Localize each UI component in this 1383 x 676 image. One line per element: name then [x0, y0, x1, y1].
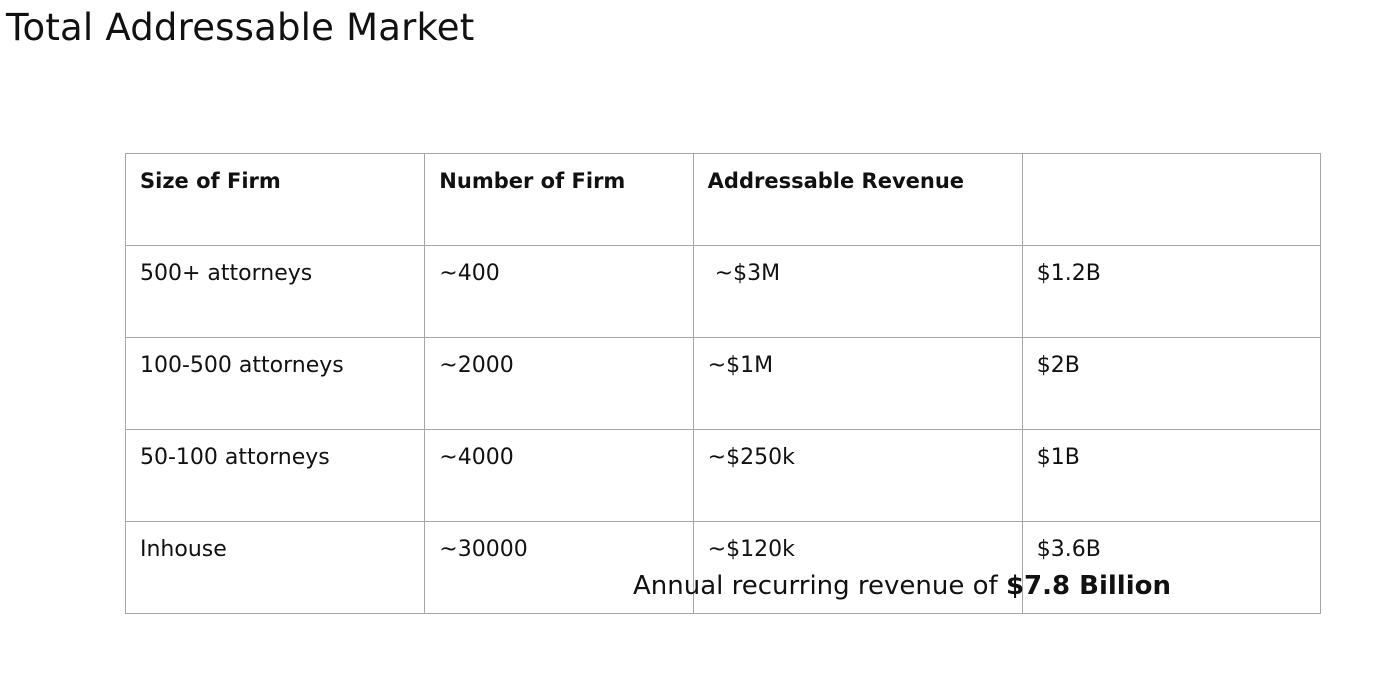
market-size-table: Size of Firm Number of Firm Addressable …	[124, 153, 1322, 614]
header-size-of-firm: Size of Firm	[124, 153, 426, 246]
cell-size-of-firm: Inhouse	[124, 521, 426, 614]
cell-addressable-revenue: ~$250k	[692, 429, 1023, 522]
header-total	[1021, 153, 1322, 246]
cell-size-of-firm: 100-500 attorneys	[124, 337, 426, 430]
cell-addressable-revenue: ~$3M	[692, 245, 1023, 338]
table-row: 500+ attorneys ~400 ~$3M $1.2B	[124, 245, 1322, 338]
page-title: Total Addressable Market	[6, 6, 475, 49]
cell-total: $1.2B	[1021, 245, 1322, 338]
cell-addressable-revenue: ~$120k	[692, 521, 1023, 614]
table-header-row: Size of Firm Number of Firm Addressable …	[124, 153, 1322, 246]
cell-number-of-firm: ~30000	[424, 521, 694, 614]
cell-number-of-firm: ~2000	[424, 337, 694, 430]
cell-number-of-firm: ~400	[424, 245, 694, 338]
table-row: 100-500 attorneys ~2000 ~$1M $2B	[124, 337, 1322, 430]
cell-total: $3.6B	[1021, 521, 1322, 614]
header-addressable-revenue: Addressable Revenue	[692, 153, 1023, 246]
cell-size-of-firm: 500+ attorneys	[124, 245, 426, 338]
header-number-of-firm: Number of Firm	[424, 153, 694, 246]
table-row: 50-100 attorneys ~4000 ~$250k $1B	[124, 429, 1322, 522]
cell-total: $2B	[1021, 337, 1322, 430]
summary-value: $7.8 Billion	[1005, 571, 1172, 601]
cell-total: $1B	[1021, 429, 1322, 522]
cell-size-of-firm: 50-100 attorneys	[124, 429, 426, 522]
cell-number-of-firm: ~4000	[424, 429, 694, 522]
summary-prefix: Annual recurring revenue of	[633, 571, 1006, 601]
cell-addressable-revenue: ~$1M	[692, 337, 1023, 430]
table-row: Inhouse ~30000 ~$120k $3.6B	[124, 521, 1322, 614]
annual-revenue-summary: Annual recurring revenue of $7.8 Billion	[633, 571, 1171, 601]
